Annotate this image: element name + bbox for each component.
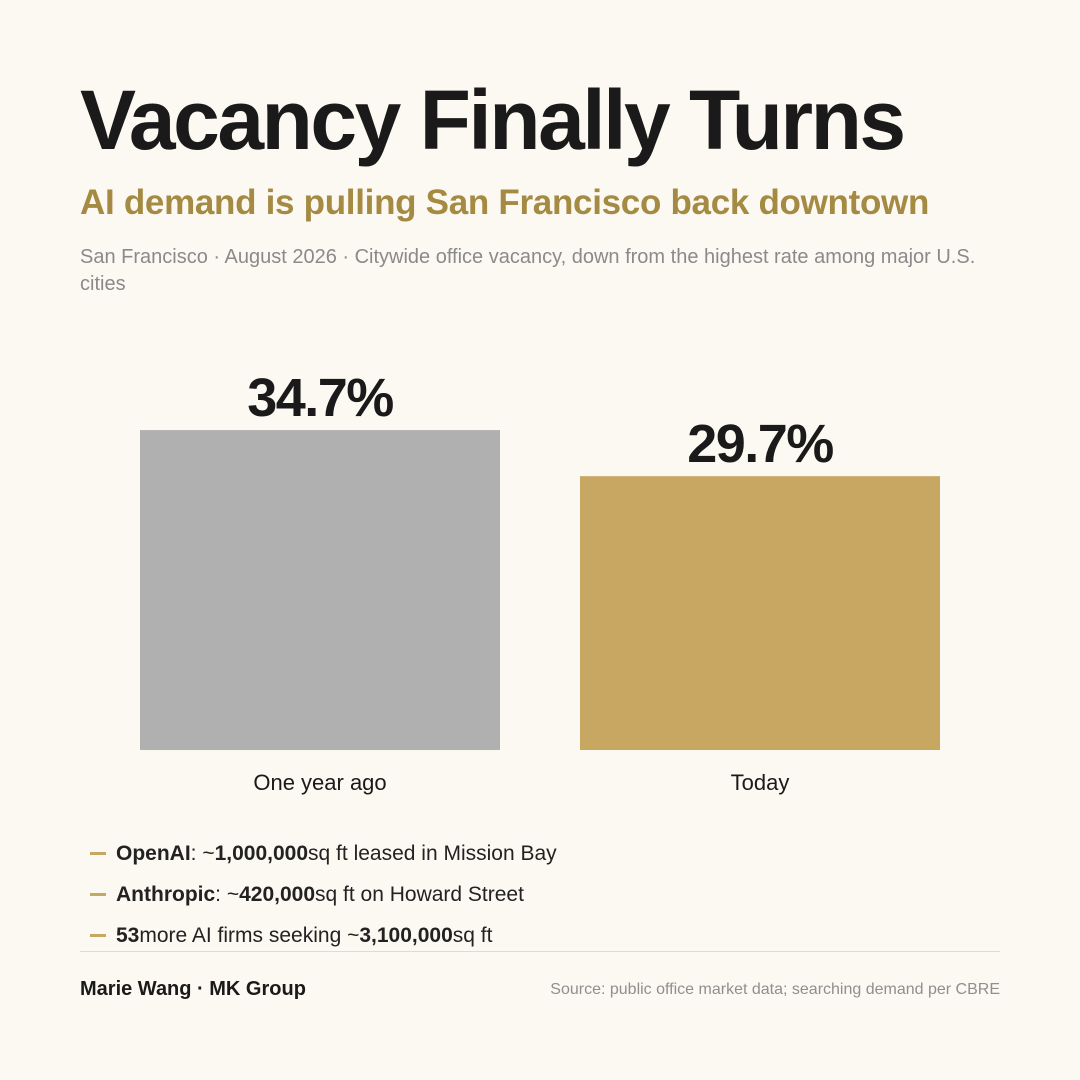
author-credit: Marie Wang · MK Group: [80, 978, 306, 1000]
highlight-name: Anthropic: [116, 882, 216, 906]
page-subtitle: AI demand is pulling San Francisco back …: [80, 183, 930, 222]
highlight-text: sq ft leased in Mission Bay: [308, 841, 557, 865]
highlight-text: sq ft on Howard Street: [315, 882, 524, 906]
dash-icon: [90, 934, 106, 937]
bar-value-label: 34.7%: [247, 368, 393, 428]
highlight-name: OpenAI: [116, 841, 191, 865]
bar-category-label: Today: [731, 770, 790, 795]
dash-icon: [90, 852, 106, 855]
highlight-openai: OpenAI: ~1,000,000 sq ft leased in Missi…: [90, 833, 557, 874]
footer-divider: [80, 951, 1000, 952]
bar-1: [580, 476, 940, 750]
highlight-separator: more AI firms seeking ~: [139, 923, 360, 947]
bar-0: [140, 430, 500, 750]
page-title: Vacancy Finally Turns: [80, 73, 906, 167]
highlight-number: 3,100,000: [359, 923, 453, 947]
highlight-number: 1,000,000: [214, 841, 309, 865]
highlight-separator: : ~: [190, 841, 215, 865]
highlight-text: sq ft: [452, 923, 493, 947]
source-note: Source: public office market data; searc…: [550, 981, 1000, 998]
dash-icon: [90, 893, 106, 896]
highlights-list: OpenAI: ~1,000,000 sq ft leased in Missi…: [90, 833, 557, 956]
highlight-anthropic: Anthropic: ~420,000 sq ft on Howard Stre…: [90, 874, 557, 915]
bar-value-label: 29.7%: [687, 414, 833, 474]
chart-caption: San Francisco · August 2026 · Citywide o…: [80, 246, 976, 295]
bar-category-label: One year ago: [253, 770, 386, 795]
highlight-ai-firms: 53 more AI firms seeking ~3,100,000 sq f…: [90, 915, 557, 956]
highlight-number: 420,000: [239, 882, 316, 906]
highlight-separator: : ~: [215, 882, 240, 906]
highlight-name: 53: [116, 923, 140, 947]
